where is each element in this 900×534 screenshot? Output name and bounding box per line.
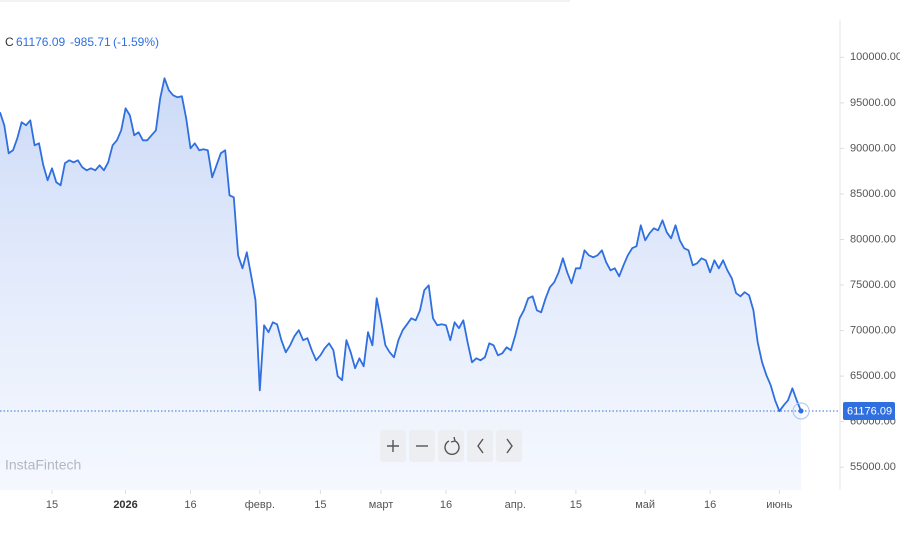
y-tick-label: 70000.00 — [850, 325, 896, 337]
x-tick-label: 15 — [314, 499, 326, 511]
x-tick-label: 2026 — [113, 499, 137, 511]
area — [0, 78, 802, 491]
y-tick-label: 80000.00 — [850, 233, 896, 245]
price-badge-label: 61176.09 — [847, 405, 892, 417]
last-point-halo — [792, 402, 810, 420]
line — [0, 77, 802, 413]
scroll-right-button[interactable] — [496, 430, 522, 462]
change: -985.71 — [70, 35, 111, 49]
y-tick-label: 75000.00 — [850, 279, 896, 291]
price-badge — [843, 401, 895, 420]
x-tick-label: апр. — [505, 499, 526, 511]
scroll-left-button[interactable] — [467, 430, 493, 462]
reset-button[interactable] — [438, 430, 464, 462]
x-tick-label: 16 — [440, 499, 452, 511]
x-tick-label: 16 — [704, 499, 716, 511]
y-tick-label: 85000.00 — [850, 188, 896, 200]
x-tick-label: июнь — [766, 499, 792, 511]
x-tick-label: 16 — [184, 499, 196, 511]
zoom-in-button[interactable] — [380, 430, 406, 462]
last-point — [798, 408, 804, 414]
symbol: C — [5, 35, 14, 49]
x-tick-label: март — [369, 499, 394, 511]
y-tick-label: 65000.00 — [850, 370, 896, 382]
x-tick-label: февр. — [245, 499, 275, 511]
last-price: 61176.09 — [16, 35, 65, 49]
y-tick-label: 95000.00 — [850, 97, 896, 109]
y-tick-label: 100000.00 — [850, 51, 900, 63]
plot: 100000.00 95000.00 90000.00 85000.00 80000.0… — [0, 51, 900, 511]
zoom-out-button[interactable] — [409, 430, 435, 462]
toolbar — [380, 430, 522, 462]
y-tick-label: 90000.00 — [850, 142, 896, 154]
x-tick-label: 15 — [46, 499, 58, 511]
y-tick-label: 55000.00 — [850, 461, 896, 473]
x-tick-label: май — [635, 499, 655, 511]
x-tick-label: 15 — [570, 499, 582, 511]
watermark: InstaFintech — [5, 457, 81, 473]
change-percent: (-1.59%) — [113, 35, 159, 49]
